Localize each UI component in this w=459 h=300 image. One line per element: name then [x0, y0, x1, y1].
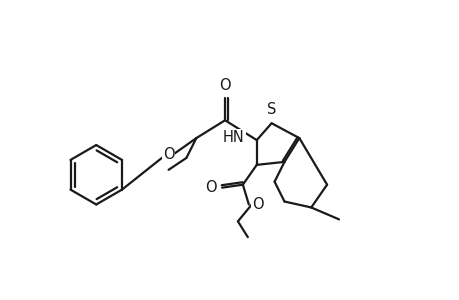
- Text: O: O: [205, 180, 217, 195]
- Text: S: S: [266, 102, 276, 117]
- Text: HN: HN: [223, 130, 244, 145]
- Text: O: O: [219, 77, 230, 92]
- Text: O: O: [251, 197, 263, 212]
- Text: O: O: [162, 148, 174, 163]
